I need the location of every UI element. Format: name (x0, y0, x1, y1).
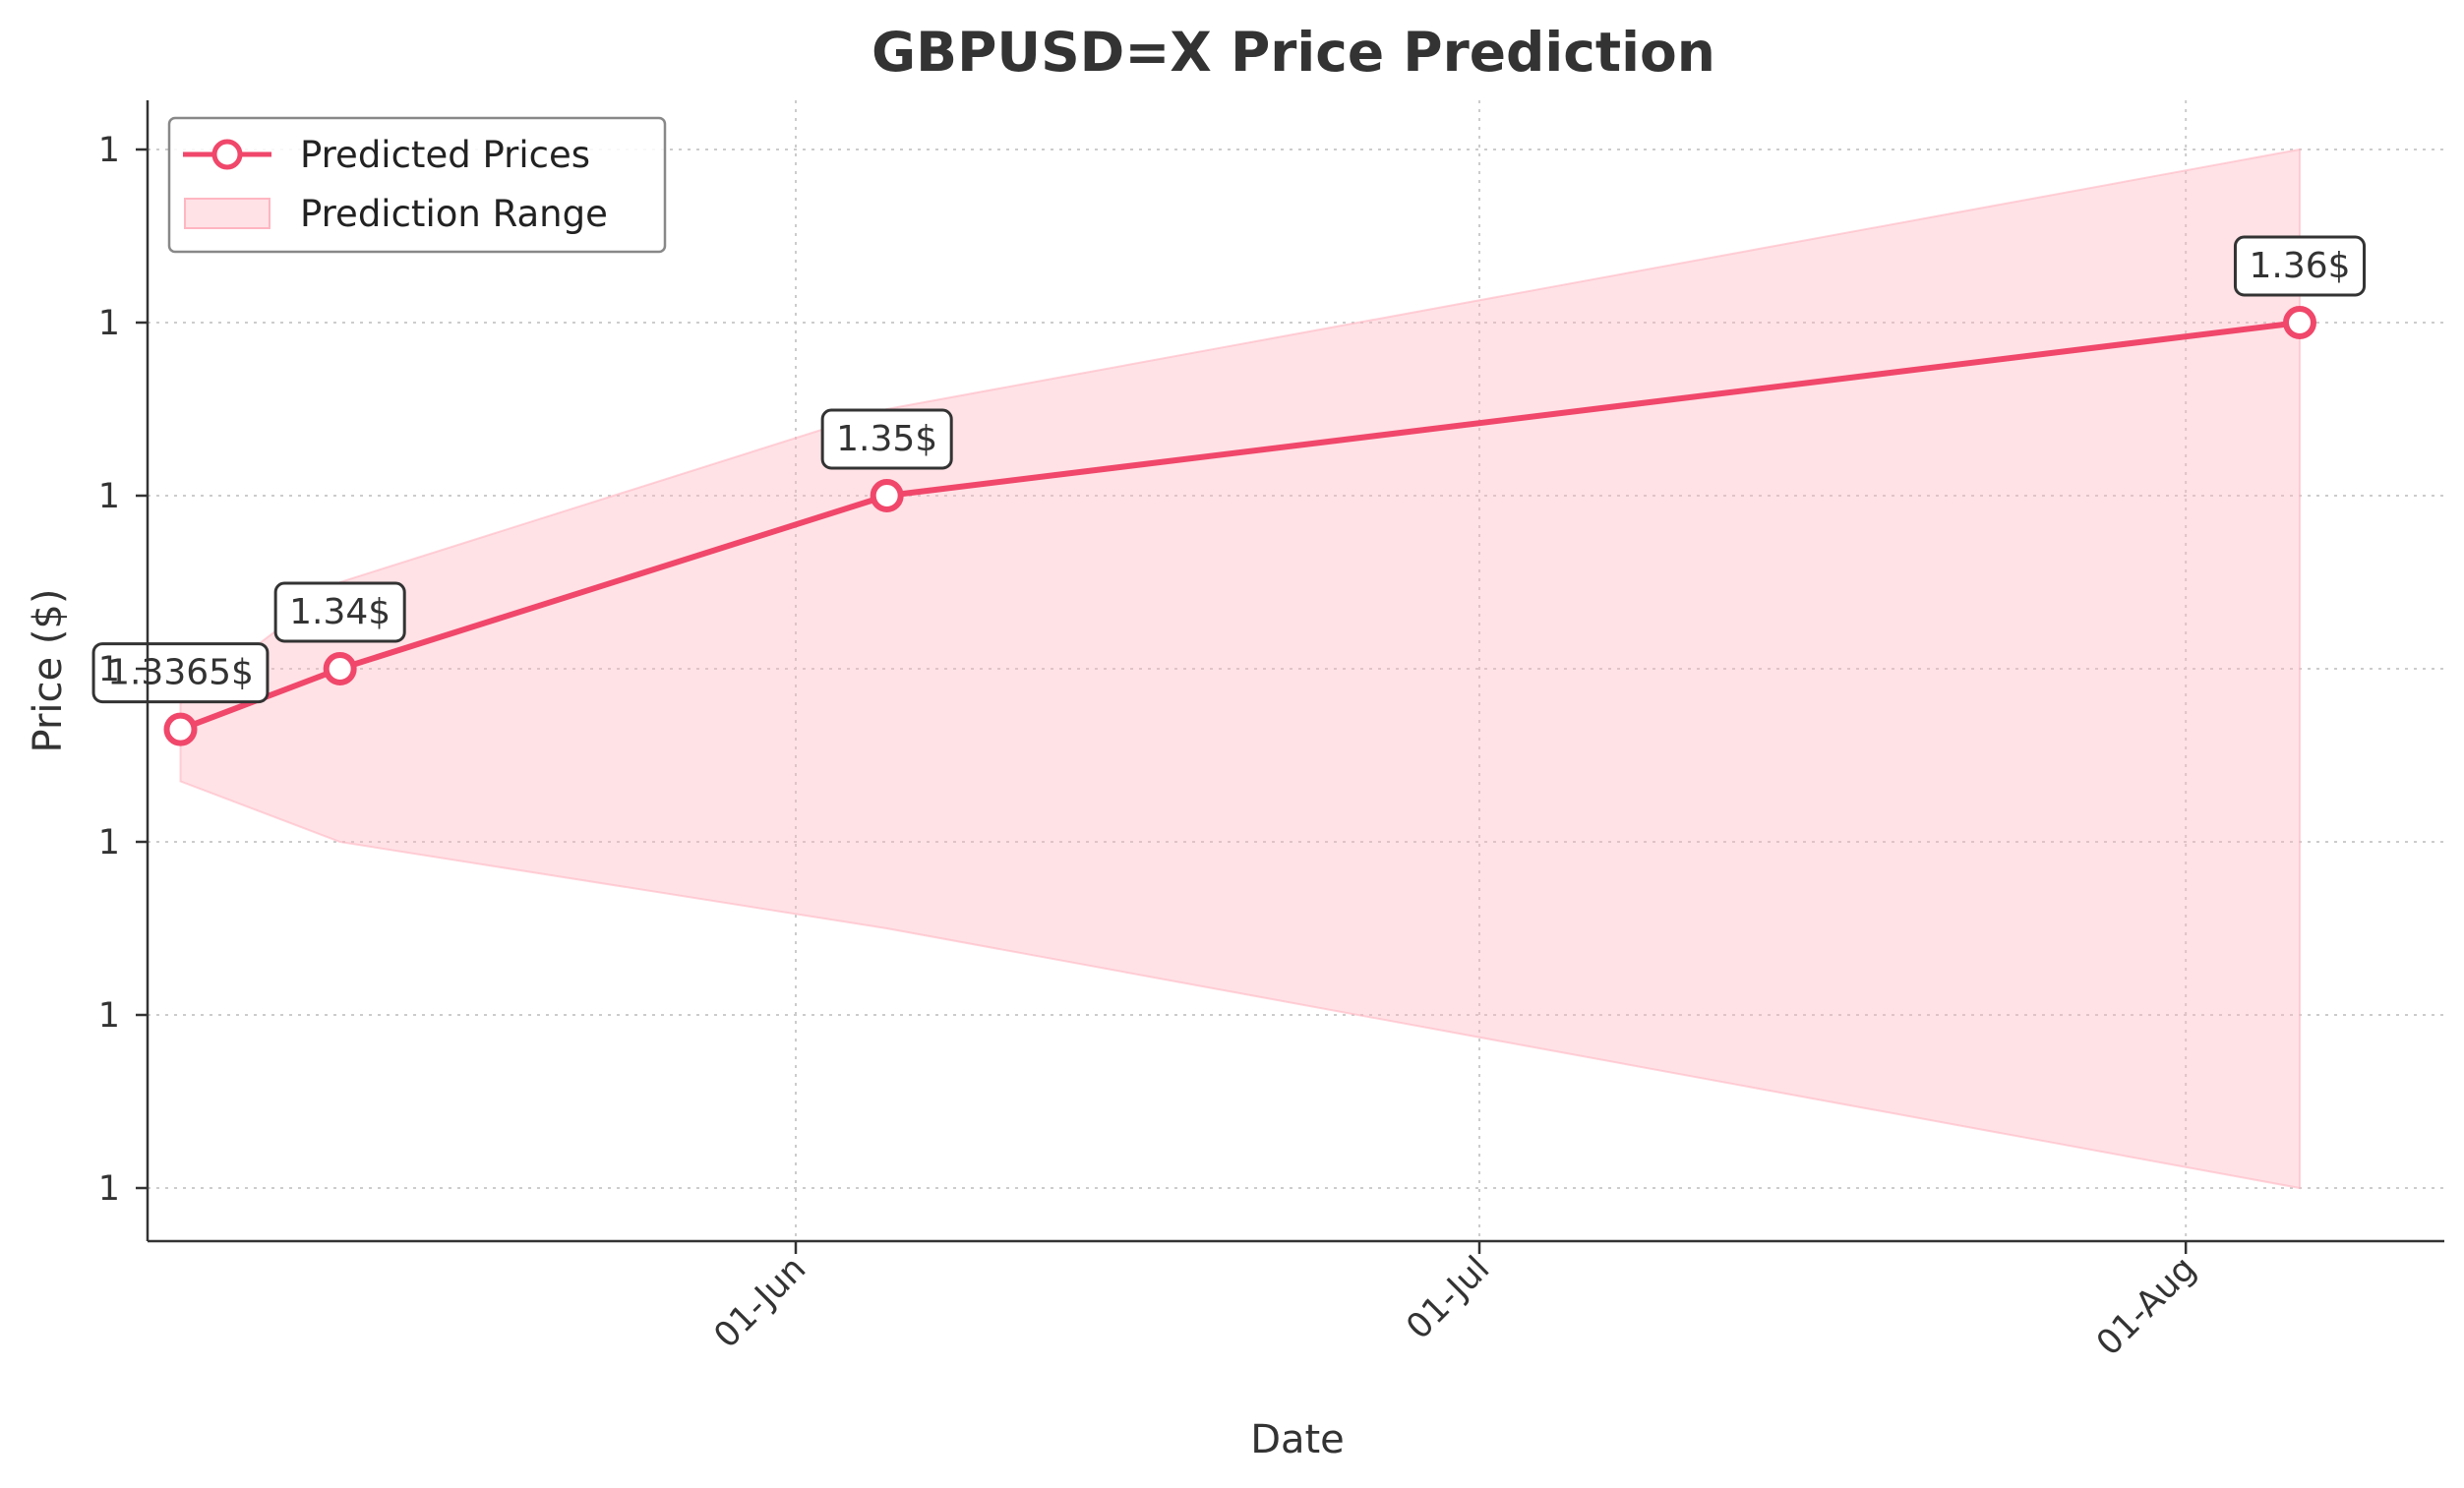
price-annotation: 1.3365$ (91, 642, 270, 704)
y-tick-label: 1 (98, 1169, 120, 1209)
annotation-box (820, 408, 953, 470)
annotation-box (273, 581, 406, 643)
predicted-price-point (163, 712, 198, 746)
y-tick-label: 1 (98, 823, 120, 863)
prediction-range-layer (179, 148, 2301, 1190)
annotation-label: 1.34$ (289, 592, 391, 632)
y-tick-label: 1 (98, 650, 120, 689)
predicted-price-point (323, 652, 357, 685)
y-tick-label: 1 (98, 996, 120, 1036)
annotation-label: 1.36$ (2249, 246, 2350, 286)
chart-title: GBPUSD=X Price Prediction (871, 21, 1715, 84)
y-tick-label: 1 (98, 304, 120, 343)
data-points-layer (163, 306, 2316, 746)
grid-lines (148, 100, 2444, 1241)
annotation-label: 1.3365$ (107, 653, 254, 693)
annotation-label: 1.35$ (836, 419, 937, 459)
x-axis-label: Date (1250, 1417, 1345, 1462)
y-axis-label: Price ($) (26, 589, 71, 753)
price-annotation: 1.35$ (820, 408, 953, 470)
annotation-box (91, 642, 270, 704)
predicted-price-point (870, 479, 904, 512)
axes (146, 100, 2444, 1243)
annotations-layer: 1.3365$ 1.34$ 1.35$ 1.36$ (91, 235, 2367, 704)
prediction-range-band (179, 148, 2301, 1190)
legend-box (167, 116, 667, 254)
annotation-box (2233, 235, 2367, 297)
legend-entry-prediction-range: Prediction Range (300, 193, 608, 235)
legend: Predicted Prices Prediction Range (167, 116, 667, 254)
y-ticks: 1 1 1 1 1 1 1 (98, 131, 148, 1209)
y-tick-label: 1 (98, 477, 120, 516)
legend-range-swatch (184, 198, 270, 229)
predicted-price-point (2283, 306, 2316, 339)
y-tick-label: 1 (98, 131, 120, 170)
legend-entry-predicted-prices: Predicted Prices (300, 134, 590, 176)
legend-marker-swatch (211, 139, 243, 170)
price-annotation: 1.36$ (2233, 235, 2367, 297)
price-annotation: 1.34$ (273, 581, 406, 643)
